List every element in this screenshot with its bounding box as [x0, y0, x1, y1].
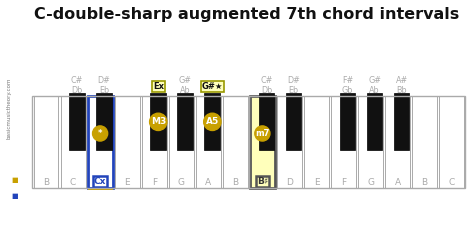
Text: Ab: Ab [180, 86, 191, 95]
Bar [259, 93, 274, 150]
Text: F#: F# [342, 76, 353, 85]
Text: A: A [394, 178, 401, 187]
Bar [358, 96, 383, 188]
Bar [196, 96, 221, 188]
Text: B: B [421, 178, 428, 187]
Circle shape [92, 126, 108, 141]
Text: A5: A5 [206, 117, 219, 126]
Text: E: E [124, 178, 130, 187]
Text: Db: Db [72, 86, 83, 95]
Text: G: G [367, 178, 374, 187]
Bar [385, 96, 410, 188]
Bar [250, 96, 275, 188]
Bar [69, 93, 85, 150]
Bar [177, 93, 193, 150]
Text: G#: G# [368, 76, 381, 85]
Text: F: F [152, 178, 157, 187]
Bar [394, 93, 410, 150]
Text: C: C [448, 178, 455, 187]
Text: m7: m7 [255, 129, 270, 138]
Bar [412, 96, 437, 188]
Bar [277, 96, 302, 188]
Text: G#: G# [179, 76, 192, 85]
Text: C: C [70, 178, 76, 187]
Text: B♯: B♯ [257, 177, 268, 186]
Text: G: G [178, 178, 185, 187]
Text: A: A [205, 178, 211, 187]
Text: C#: C# [71, 76, 83, 85]
Text: C-double-sharp augmented 7th chord intervals: C-double-sharp augmented 7th chord inter… [34, 7, 459, 22]
Text: C#: C# [260, 76, 273, 85]
Bar [34, 96, 58, 188]
Text: Gb: Gb [342, 86, 353, 95]
Text: B: B [232, 178, 238, 187]
Bar [142, 96, 167, 188]
Bar [304, 96, 329, 188]
Text: B: B [43, 178, 49, 187]
Text: Ab: Ab [369, 86, 380, 95]
Text: D#: D# [287, 76, 300, 85]
Text: *: * [98, 129, 102, 138]
Bar [115, 96, 139, 188]
Bar [331, 96, 356, 188]
Text: D: D [286, 178, 293, 187]
Text: D#: D# [98, 76, 110, 85]
Bar [96, 93, 112, 150]
Text: ■: ■ [12, 193, 18, 199]
Text: Bb: Bb [396, 86, 407, 95]
Bar [33, 96, 465, 188]
Text: basicmusictheory.com: basicmusictheory.com [7, 77, 12, 139]
Bar [61, 96, 85, 188]
Bar [439, 96, 464, 188]
Bar [88, 96, 112, 188]
Bar [204, 93, 220, 150]
Bar [340, 93, 356, 150]
Text: Db: Db [261, 86, 272, 95]
Circle shape [255, 126, 270, 141]
Bar [169, 96, 194, 188]
Bar [88, 188, 112, 190]
Bar [223, 96, 248, 188]
Text: Eb: Eb [99, 86, 109, 95]
Text: Eb: Eb [288, 86, 299, 95]
Text: Ex: Ex [153, 82, 164, 91]
Text: M3: M3 [151, 117, 166, 126]
Text: G#★: G#★ [201, 82, 223, 91]
Text: F: F [341, 178, 346, 187]
Text: ■: ■ [12, 177, 18, 183]
Bar [367, 93, 383, 150]
Bar [286, 93, 301, 150]
Text: Cx: Cx [94, 177, 106, 186]
Circle shape [150, 113, 167, 130]
Circle shape [204, 113, 221, 130]
Bar [150, 93, 166, 150]
Text: E: E [314, 178, 319, 187]
Text: A#: A# [395, 76, 408, 85]
